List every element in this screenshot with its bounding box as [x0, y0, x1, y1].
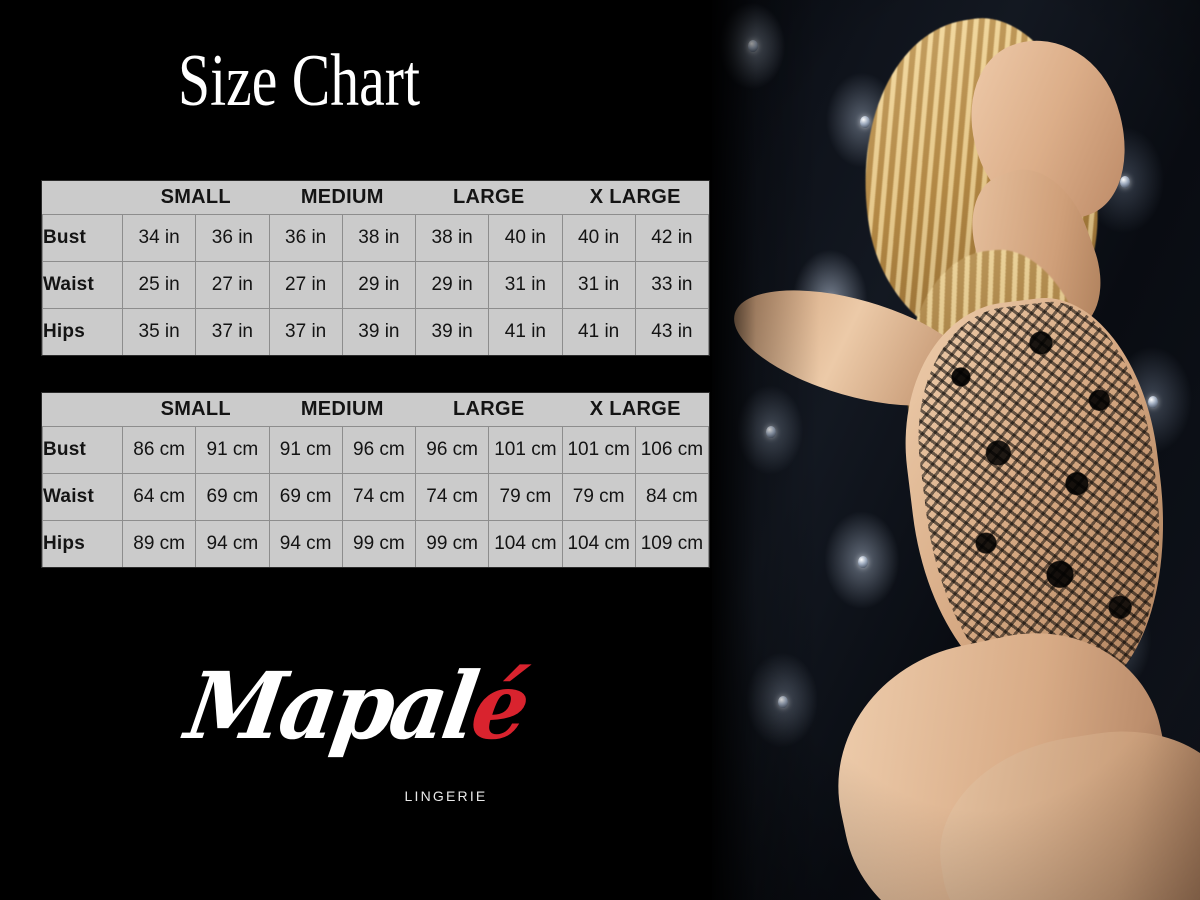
cell-value: 37 in	[195, 307, 270, 355]
cell-value: 91 cm	[195, 425, 270, 474]
cell-value: 109 cm	[634, 519, 710, 567]
size-table-centimeters: SMALL MEDIUM LARGE X LARGE Bust 86 cm 91…	[42, 393, 710, 567]
table-header-row: SMALL MEDIUM LARGE X LARGE	[42, 181, 709, 215]
cell-value: 64 cm	[121, 472, 197, 521]
table-corner-cell	[42, 181, 123, 214]
cell-value: 79 cm	[561, 472, 636, 521]
cell-value: 91 cm	[268, 425, 343, 474]
table-row: Hips 89 cm 94 cm 94 cm 99 cm 99 cm 104 c…	[42, 519, 710, 567]
cell-value: 74 cm	[415, 472, 490, 521]
cell-value: 43 in	[634, 307, 710, 355]
cell-value: 38 in	[415, 213, 490, 262]
cell-value: 39 in	[415, 307, 490, 355]
row-label-waist: Waist	[42, 472, 123, 521]
cell-value: 29 in	[341, 260, 417, 309]
row-label-bust: Bust	[42, 213, 123, 262]
cell-value: 41 in	[488, 307, 563, 355]
cell-value: 38 in	[341, 213, 417, 262]
column-header-xlarge: X LARGE	[562, 181, 709, 215]
table-inches-head: SMALL MEDIUM LARGE X LARGE	[42, 181, 709, 215]
row-label-waist: Waist	[42, 260, 123, 309]
row-label-bust: Bust	[42, 425, 123, 474]
table-row: Waist 64 cm 69 cm 69 cm 74 cm 74 cm 79 c…	[42, 472, 710, 521]
column-header-large: LARGE	[415, 181, 563, 215]
cell-value: 41 in	[561, 307, 636, 355]
cell-value: 89 cm	[121, 519, 197, 567]
logo-wordmark-main: Mapal	[178, 652, 482, 760]
column-header-xlarge: X LARGE	[562, 393, 709, 427]
cell-value: 84 cm	[634, 472, 710, 521]
chart-panel: Size Chart SMALL MEDIUM LARGE X LARGE B	[0, 40, 712, 804]
row-label-hips: Hips	[42, 519, 123, 567]
column-header-medium: MEDIUM	[269, 393, 416, 427]
cell-value: 31 in	[488, 260, 563, 309]
cell-value: 27 in	[268, 260, 343, 309]
cell-value: 29 in	[415, 260, 490, 309]
cell-value: 101 cm	[488, 425, 563, 474]
logo-wordmark: Mapalé	[179, 652, 533, 760]
table-row: Bust 86 cm 91 cm 91 cm 96 cm 96 cm 101 c…	[42, 425, 710, 474]
table-cm-body: Bust 86 cm 91 cm 91 cm 96 cm 96 cm 101 c…	[42, 425, 710, 567]
cell-value: 96 cm	[415, 425, 490, 474]
size-table-inches: SMALL MEDIUM LARGE X LARGE Bust 34 in 36…	[42, 181, 710, 355]
cell-value: 99 cm	[415, 519, 490, 567]
model-photo	[712, 0, 1200, 900]
cell-value: 36 in	[195, 213, 270, 262]
page-title: Size Chart	[178, 40, 421, 122]
brand-logo: Mapalé LINGERIE	[0, 652, 712, 804]
cell-value: 94 cm	[268, 519, 343, 567]
table-row: Bust 34 in 36 in 36 in 38 in 38 in 40 in…	[42, 213, 710, 262]
cell-value: 86 cm	[121, 425, 197, 474]
cell-value: 94 cm	[195, 519, 270, 567]
table-row: Hips 35 in 37 in 37 in 39 in 39 in 41 in…	[42, 307, 710, 355]
cell-value: 99 cm	[341, 519, 417, 567]
table-row: Waist 25 in 27 in 27 in 29 in 29 in 31 i…	[42, 260, 710, 309]
photo-vignette	[712, 0, 1200, 900]
cell-value: 74 cm	[341, 472, 417, 521]
table-cm-head: SMALL MEDIUM LARGE X LARGE	[42, 393, 709, 427]
table-corner-cell	[42, 393, 123, 426]
cell-value: 34 in	[121, 213, 197, 262]
cell-value: 25 in	[121, 260, 197, 309]
column-header-large: LARGE	[415, 393, 563, 427]
cell-value: 42 in	[634, 213, 710, 262]
column-header-small: SMALL	[122, 181, 270, 215]
cell-value: 27 in	[195, 260, 270, 309]
row-label-hips: Hips	[42, 307, 123, 355]
cell-value: 101 cm	[561, 425, 636, 474]
cell-value: 106 cm	[634, 425, 710, 474]
cell-value: 69 cm	[195, 472, 270, 521]
cell-value: 39 in	[341, 307, 417, 355]
column-header-small: SMALL	[122, 393, 270, 427]
cell-value: 33 in	[634, 260, 710, 309]
cell-value: 40 in	[561, 213, 636, 262]
cell-value: 96 cm	[341, 425, 417, 474]
cell-value: 31 in	[561, 260, 636, 309]
cell-value: 79 cm	[488, 472, 563, 521]
table-header-row: SMALL MEDIUM LARGE X LARGE	[42, 393, 709, 427]
column-header-medium: MEDIUM	[269, 181, 416, 215]
cell-value: 104 cm	[488, 519, 563, 567]
cell-value: 36 in	[268, 213, 343, 262]
logo-subtitle: LINGERIE	[404, 788, 488, 804]
cell-value: 69 cm	[268, 472, 343, 521]
table-inches-body: Bust 34 in 36 in 36 in 38 in 38 in 40 in…	[42, 213, 710, 355]
cell-value: 37 in	[268, 307, 343, 355]
cell-value: 104 cm	[561, 519, 636, 567]
cell-value: 35 in	[121, 307, 197, 355]
cell-value: 40 in	[488, 213, 563, 262]
